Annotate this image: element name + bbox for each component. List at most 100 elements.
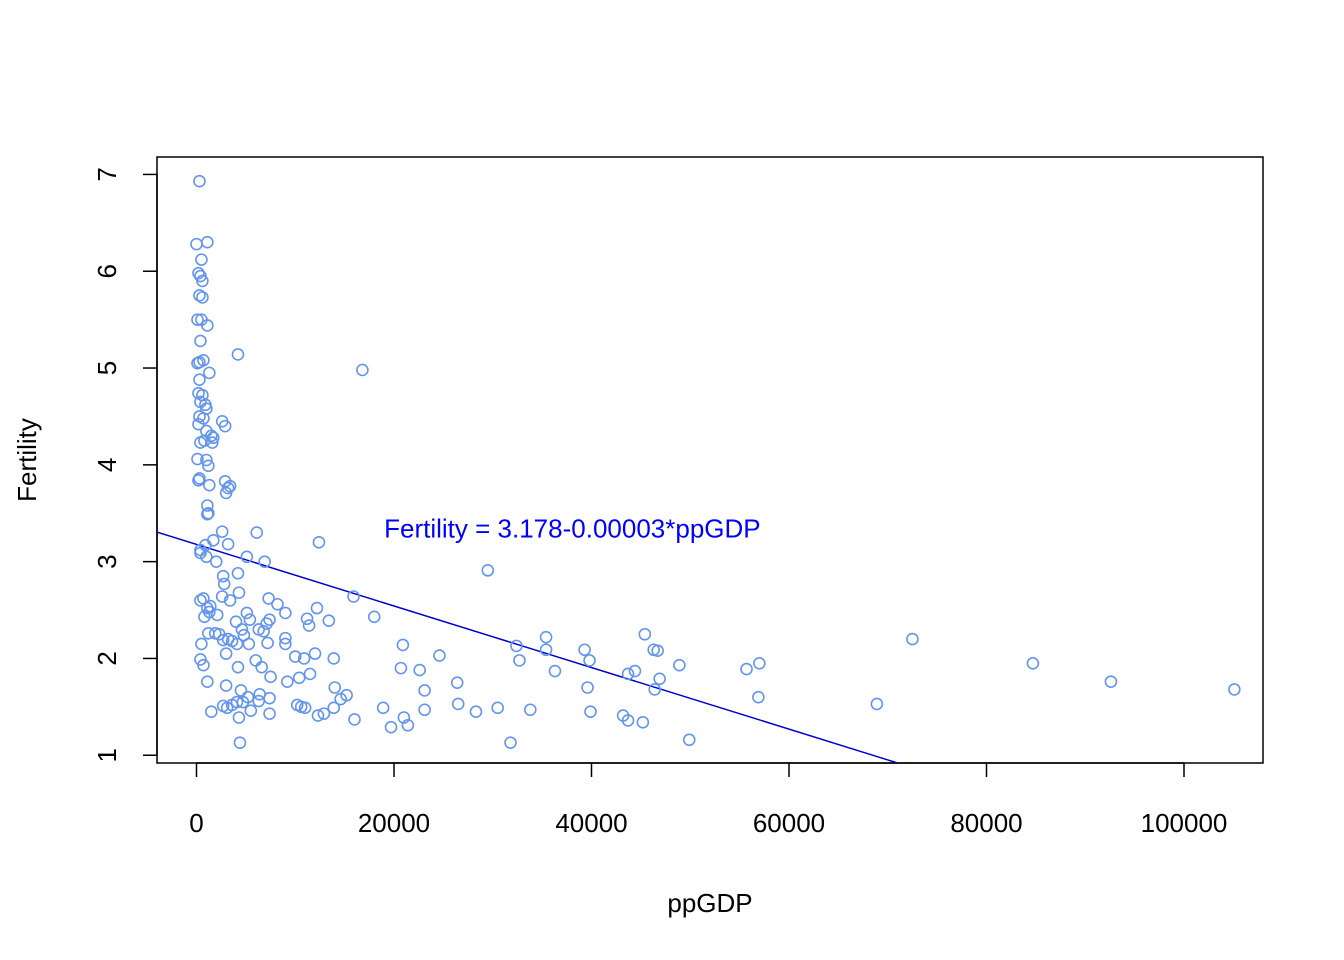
data-point (206, 431, 220, 445)
data-point (229, 615, 243, 628)
data-point (310, 601, 324, 615)
data-point (255, 660, 268, 674)
data-point (203, 366, 216, 380)
data-point (195, 637, 208, 651)
data-point (384, 720, 398, 734)
data-point (281, 675, 294, 688)
y-axis: 1 2 3 4 5 6 7 (92, 167, 158, 762)
data-point (356, 363, 369, 377)
data-point (249, 654, 263, 667)
data-point (223, 479, 237, 493)
data-point (203, 478, 216, 492)
y-axis-title: Fertility (12, 418, 42, 502)
data-point (191, 452, 204, 466)
data-point (413, 663, 426, 677)
data-point (192, 417, 205, 431)
data-point (219, 647, 233, 660)
data-point (539, 630, 553, 644)
data-point (481, 564, 495, 577)
data-point (200, 550, 213, 564)
y-tick-label: 1 (92, 748, 122, 762)
data-point (261, 636, 274, 650)
data-point (263, 613, 276, 627)
y-tick-label: 3 (92, 554, 122, 568)
x-tick-label: 20000 (358, 808, 430, 838)
data-point (196, 274, 209, 288)
data-point (201, 507, 214, 521)
data-point (198, 610, 211, 624)
data-point (539, 643, 553, 657)
data-point (288, 650, 302, 663)
data-point (190, 237, 203, 251)
data-point (673, 658, 686, 672)
data-point (638, 627, 652, 641)
data-point (223, 594, 237, 607)
data-point (192, 474, 205, 487)
data-point (194, 436, 207, 449)
data-point (752, 690, 765, 704)
data-point (202, 626, 215, 640)
data-point (230, 637, 244, 651)
y-tick-label: 5 (92, 361, 122, 375)
data-point (303, 667, 317, 681)
data-point (653, 672, 666, 686)
data-point (258, 555, 271, 568)
x-tick-label: 40000 (555, 808, 627, 838)
data-point (401, 718, 415, 732)
data-point (1228, 683, 1241, 696)
data-point (257, 625, 270, 638)
data-point (205, 705, 218, 718)
x-axis: 0 20000 40000 60000 80000 100000 (189, 762, 1228, 838)
data-point (367, 610, 381, 624)
data-point (215, 590, 229, 603)
data-point (870, 697, 884, 711)
data-point (232, 586, 246, 599)
x-tick-label: 100000 (1141, 808, 1228, 838)
data-point (513, 654, 526, 667)
data-point (327, 652, 341, 665)
data-point (197, 658, 210, 672)
data-point (210, 608, 224, 622)
data-point (548, 664, 562, 678)
data-point (202, 459, 215, 473)
data-point (297, 652, 311, 665)
data-point (217, 577, 231, 591)
data-point (218, 419, 232, 433)
data-point (491, 701, 504, 715)
data-point (202, 506, 215, 520)
data-point (523, 703, 537, 717)
data-point (906, 632, 919, 646)
data-point (216, 569, 230, 583)
data-point (279, 631, 292, 645)
y-tick-label: 4 (92, 458, 122, 472)
data-point (740, 662, 753, 676)
data-point (196, 291, 209, 304)
data-points (190, 174, 1241, 749)
data-point (240, 550, 254, 564)
x-axis-title: ppGDP (667, 888, 752, 918)
data-point (231, 566, 245, 580)
data-point (621, 667, 635, 681)
data-point (651, 644, 664, 658)
data-point (418, 684, 431, 697)
data-point (469, 705, 483, 718)
data-point (201, 675, 214, 688)
data-point (194, 653, 207, 666)
data-point (584, 705, 597, 718)
data-point (348, 713, 361, 726)
data-point (334, 692, 347, 706)
data-point (317, 707, 331, 720)
regression-equation-label: Fertility = 3.178-0.00003*ppGDP (384, 513, 761, 543)
data-point (192, 266, 205, 280)
data-point (216, 633, 230, 647)
data-point (252, 694, 266, 708)
data-point (581, 681, 594, 694)
data-point (220, 701, 234, 715)
data-point (311, 709, 325, 722)
data-point (328, 681, 342, 694)
data-point (193, 289, 206, 302)
data-point (209, 555, 223, 568)
data-point (271, 597, 284, 611)
data-point (193, 373, 206, 386)
